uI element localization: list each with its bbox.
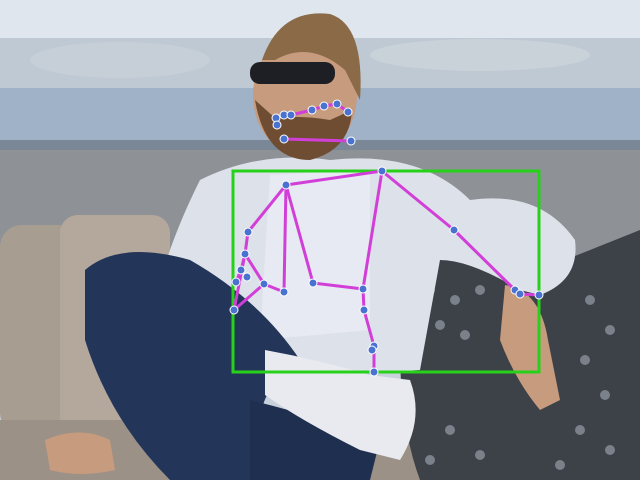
right-hand [500,285,560,410]
skeleton-limb [361,170,384,290]
keypoint [359,305,369,315]
skeleton-limb [381,169,455,232]
keypoint [377,166,387,176]
keypoint [319,101,329,111]
skeleton-limb [246,184,288,233]
keypoint [229,305,239,315]
sock [265,350,416,460]
keypoint [534,290,544,300]
skeleton-limb [282,184,288,293]
beard [255,100,352,160]
keypoint [243,227,253,237]
keypoint [332,99,342,109]
keypoint [286,110,296,120]
keypoint [240,249,250,259]
keypoint [242,272,252,282]
keypoint [449,225,459,235]
keypoint [281,180,291,190]
keypoint [279,134,289,144]
keypoint [272,120,282,130]
pose-keypoints [229,99,544,377]
left-hand [45,432,115,474]
keypoint [369,367,379,377]
trousers [85,252,300,480]
keypoint [343,107,353,117]
skeleton-limb [284,184,315,284]
shirt [260,170,370,340]
keypoint [367,345,377,355]
skeleton-limb [233,282,265,312]
keypoint [346,136,356,146]
keypoint [308,278,318,288]
skeleton-limb [362,309,376,347]
skeleton-limb [283,137,352,143]
skeleton-limb [285,169,383,187]
keypoint [358,284,368,294]
skeleton-limb [452,228,517,292]
keypoint [259,279,269,289]
keypoint [236,265,246,275]
hair [262,13,361,100]
sunglasses [250,62,335,84]
keypoint [307,105,317,115]
skeleton-limb [243,253,266,285]
keypoint [231,277,241,287]
keypoint [515,289,525,299]
skeleton-limb [312,281,364,291]
keypoint [279,287,289,297]
